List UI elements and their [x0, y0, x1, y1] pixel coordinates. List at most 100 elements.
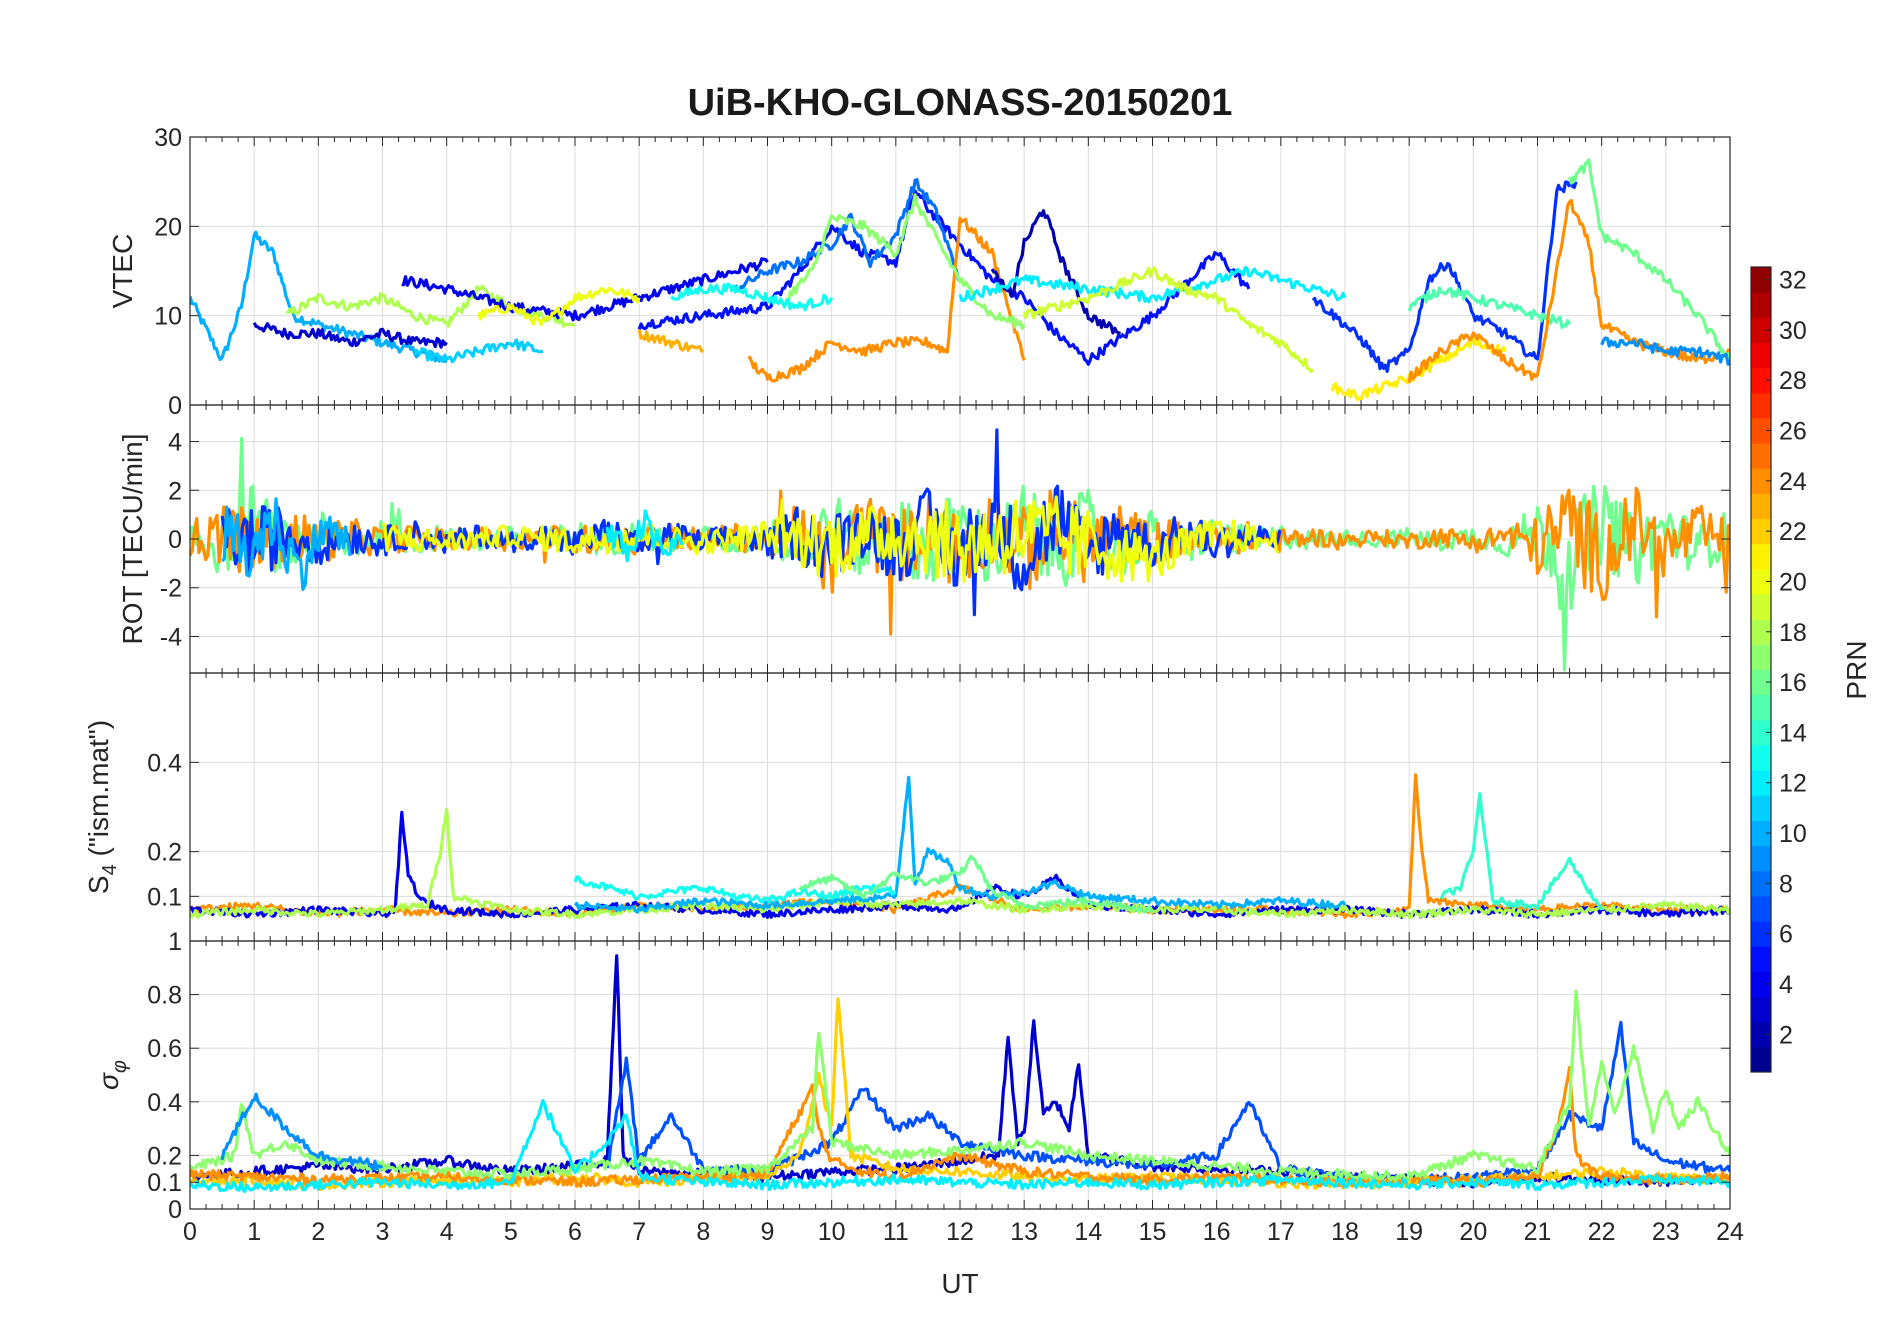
colorbar-cell [1751, 518, 1771, 545]
colorbar-tick-label: 30 [1779, 317, 1807, 345]
y-tick-label: 0 [168, 1196, 182, 1224]
plot-area-s4 [190, 773, 1730, 920]
colorbar-tick-label: 6 [1779, 921, 1793, 949]
x-tick-label: 6 [568, 1218, 582, 1246]
series-prn-23 [637, 329, 704, 353]
colorbar-tick-label: 18 [1779, 619, 1807, 647]
x-tick-label: 14 [1074, 1218, 1102, 1246]
x-tick-label: 11 [883, 1218, 909, 1246]
series-prn-15 [1407, 286, 1572, 329]
colorbar-tick-label: 14 [1779, 719, 1807, 747]
series-prn-20 [477, 286, 641, 326]
series-prn-6 [220, 428, 1282, 617]
y-tick-label: -4 [160, 623, 182, 651]
x-tick-label: 2 [311, 1218, 325, 1246]
series-prn-6 [1311, 179, 1578, 373]
panel-s4: 0.1 0.2 0.4 S4 ("ism.mat") [83, 672, 1731, 942]
axes-frame-sigma [189, 940, 1731, 1210]
colorbar-cell [1751, 1046, 1771, 1073]
colorbar-frame [1750, 266, 1772, 1073]
colorbar-cell [1751, 317, 1771, 343]
series-prn-12 [190, 1099, 1730, 1194]
colorbar-cell [1751, 744, 1771, 771]
x-tick-label: 18 [1331, 1218, 1359, 1246]
series-prn-10 [573, 775, 1347, 914]
y-label-sigma: σφ [93, 1060, 131, 1090]
y-label-vtec: VTEC [107, 234, 138, 309]
series-prn-14 [1439, 792, 1604, 911]
series-prn-17 [785, 193, 1026, 330]
x-tick-label: 15 [1139, 1218, 1167, 1246]
series-prn-19 [1022, 266, 1315, 374]
grid-vtec [189, 137, 1731, 405]
plot-area-rot [190, 428, 1730, 672]
colorbar-cell [1751, 795, 1771, 821]
colorbar-cell [1751, 870, 1771, 897]
x-ticks: 0 1 2 3 4 5 6 7 8 9 10 11 12 13 14 15 16 17 18 19 20 21 22 23 24 [183, 1218, 1744, 1246]
series-prn-12 [958, 266, 1347, 304]
x-axis-label: UT [941, 1268, 978, 1299]
series-prn-18 [190, 807, 1730, 920]
x-tick-label: 17 [1267, 1218, 1295, 1246]
x-tick-label: 9 [761, 1218, 775, 1246]
y-label-s4: S4 ("ism.mat") [83, 720, 121, 894]
y-label-s4-main: S [83, 875, 114, 894]
y-label-s4-rest: ("ism.mat") [83, 720, 114, 864]
colorbar-tick-label: 12 [1779, 770, 1807, 798]
x-tick-label: 19 [1395, 1218, 1423, 1246]
y-ticks-s4: 0.1 0.2 0.4 [147, 749, 1730, 911]
x-tick-label: 13 [1010, 1218, 1038, 1246]
colorbar-cell [1751, 644, 1771, 670]
x-tick-label: 22 [1588, 1218, 1616, 1246]
x-tick-label: 7 [632, 1218, 646, 1246]
x-tick-label: 4 [440, 1218, 454, 1246]
x-tick-label: 3 [376, 1218, 390, 1246]
series-prn-5 [637, 189, 1251, 366]
x-tick-label: 12 [946, 1218, 974, 1246]
y-tick-label: 0 [168, 392, 182, 420]
series-prn-10 [190, 230, 448, 364]
y-tick-label: 0.4 [147, 749, 182, 777]
x-tick-label: 10 [818, 1218, 846, 1246]
colorbar-cell [1751, 367, 1771, 394]
colorbar-tick-label: 16 [1779, 669, 1807, 697]
series-prn-12 [605, 509, 684, 563]
series-prn-16 [1568, 158, 1730, 361]
colorbar-cell [1751, 292, 1771, 318]
y-ticks-rot: -4 -2 0 2 4 [160, 429, 1730, 651]
y-ticks-vtec: 0 10 20 30 [154, 124, 1730, 420]
series-prn-13 [670, 282, 834, 312]
series-prn-17 [190, 989, 1730, 1183]
y-label-s4-sub: 4 [99, 864, 121, 875]
x-tick-label: 0 [183, 1218, 197, 1246]
panel-rot: -4 -2 0 2 4 ROT [TECU/min] [117, 404, 1731, 674]
y-tick-label: 0.1 [147, 1169, 182, 1197]
series-prn-8 [734, 178, 961, 293]
panel-vtec: 0 10 20 30 VTEC [107, 124, 1731, 420]
x-tick-label: 1 [247, 1218, 261, 1246]
colorbar-label: PRN [1841, 640, 1872, 699]
y-tick-label: 0.6 [147, 1035, 182, 1063]
colorbar-cell [1751, 594, 1771, 620]
x-tick-label: 8 [696, 1218, 710, 1246]
y-tick-label: 2 [168, 477, 182, 505]
y-tick-label: 0.8 [147, 982, 182, 1010]
x-tick-label: 20 [1459, 1218, 1487, 1246]
colorbar-cell [1751, 921, 1771, 947]
series-prn-13 [573, 875, 897, 904]
colorbar-cell [1751, 342, 1771, 369]
series-prn-20 [381, 495, 1280, 583]
y-label-sigma-main: σ [93, 1072, 124, 1090]
series-prn-9 [220, 1092, 384, 1171]
series-prn-4 [401, 257, 769, 322]
colorbar-tick-label: 4 [1779, 971, 1793, 999]
colorbar-tick-label: 10 [1779, 820, 1807, 848]
colorbar-cell [1751, 568, 1771, 595]
x-tick-label: 21 [1524, 1218, 1552, 1246]
colorbar-cell [1751, 971, 1771, 998]
chart-title: UiB-KHO-GLONASS-20150201 [688, 82, 1233, 124]
y-tick-label: 0.2 [147, 1142, 182, 1170]
